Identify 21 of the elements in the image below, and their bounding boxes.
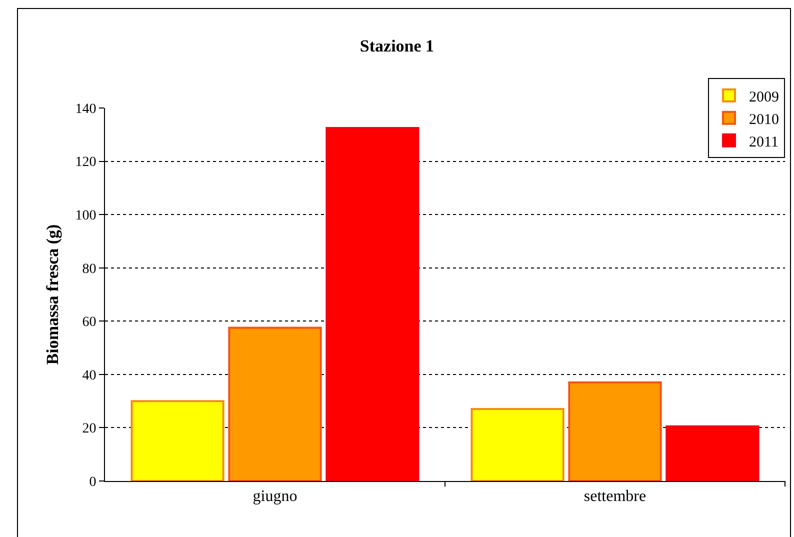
x-tick-label: settembre (584, 488, 646, 506)
bar (326, 126, 420, 481)
legend-label: 2009 (749, 89, 779, 106)
bar (470, 408, 564, 481)
chart-title: Stazione 1 (360, 36, 434, 56)
y-tick-label: 20 (82, 422, 96, 437)
bar (666, 425, 760, 481)
y-tick-label: 80 (82, 262, 96, 277)
x-tick-label: giugno (252, 488, 298, 506)
y-tick-label: 0 (89, 474, 96, 490)
y-tick-label: 120 (75, 155, 96, 170)
y-tick-label: 40 (82, 368, 96, 384)
y-tick-label: 140 (75, 102, 96, 117)
y-tick-label: 100 (75, 208, 96, 224)
bar (130, 400, 224, 481)
bar (568, 381, 662, 481)
y-axis-title: Biomassa fresca (g) (42, 224, 62, 365)
legend-label: 2011 (749, 134, 778, 150)
bar (228, 326, 322, 481)
y-tick-label: 60 (82, 315, 96, 330)
legend-label: 2010 (749, 112, 779, 128)
